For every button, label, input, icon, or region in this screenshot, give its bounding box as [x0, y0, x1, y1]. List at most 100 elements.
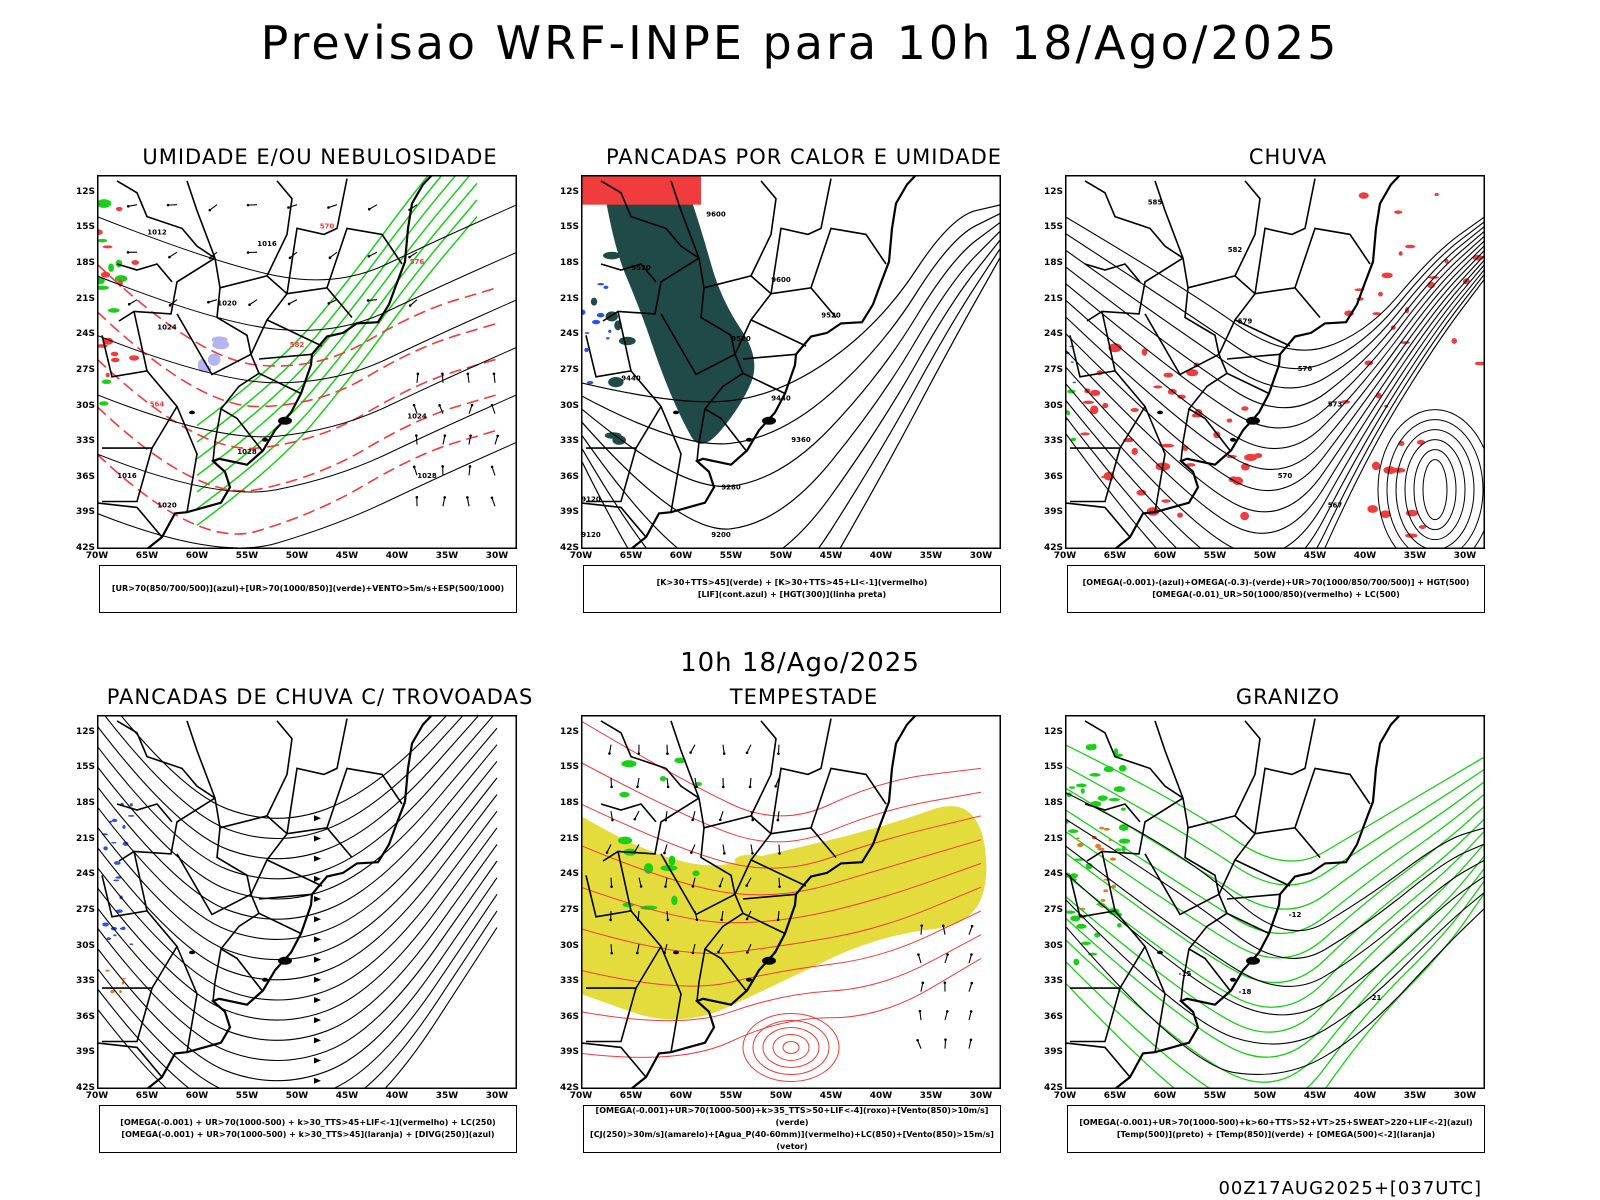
hgt500-contour	[1386, 419, 1484, 549]
wind-vector-head	[470, 403, 474, 407]
temp850-detail	[1089, 773, 1101, 777]
border-line	[102, 447, 153, 503]
lat-tick-label: 15S	[1043, 762, 1063, 773]
humidity-low-area	[97, 238, 108, 243]
wind-vector	[328, 204, 338, 209]
border-line	[1180, 408, 1190, 462]
wind-vector	[722, 744, 725, 754]
wind-vector	[606, 844, 612, 853]
lon-tick-label: 30W	[969, 551, 993, 561]
divergence-area	[113, 861, 121, 865]
lake	[673, 410, 679, 415]
legend-box: [OMEGA(-0.001)+UR>70(1000-500)+k>35_TTS>…	[583, 1105, 1001, 1153]
longitude-axis: 70W 65W 60W 55W 50W 45W 40W 35W 30W	[1054, 1091, 1485, 1103]
wind-vector-head	[970, 924, 974, 928]
rain-area	[1226, 418, 1233, 423]
latitude-axis: 12S 15S 18S 21S 24S 27S 30S 33S 36S 39S 42S	[76, 715, 95, 1093]
wind-vector	[942, 925, 946, 935]
rain-area	[1102, 402, 1109, 409]
wind-vector	[416, 373, 419, 383]
border-line	[176, 313, 252, 376]
border-line	[286, 178, 348, 294]
thunderstorm-area	[122, 977, 126, 980]
lon-tick-label: 40W	[869, 1091, 893, 1101]
rain-area	[1240, 511, 1250, 521]
lon-tick-label: 50W	[285, 1091, 309, 1101]
wind-vector-head	[916, 1038, 919, 1042]
contour-label: 564	[150, 401, 165, 409]
humidity-low-area	[107, 308, 120, 313]
contour-label: 9120	[581, 496, 601, 504]
lon-tick-label: 70W	[1053, 1091, 1077, 1101]
border-line	[1226, 353, 1281, 360]
thickness-dense	[110, 357, 120, 363]
lat-tick-label: 39S	[75, 1047, 95, 1058]
border-line	[1070, 910, 1146, 989]
border-line	[1069, 311, 1116, 378]
panel-title: UMIDADE E/OU NEBULOSIDADE	[142, 145, 498, 169]
lake	[762, 416, 776, 425]
lon-tick-label: 40W	[385, 551, 409, 561]
hgt500-contour	[1065, 249, 1485, 492]
latitude-axis: 12S 15S 18S 21S 24S 27S 30S 33S 36S 39S 42S	[560, 175, 579, 553]
wind-vector-head	[970, 981, 974, 985]
pressure-isobar	[97, 394, 517, 493]
lifted-index-contour	[584, 347, 589, 353]
convective-index-area	[590, 297, 598, 306]
legend-line: [LIF](cont.azul) + [HGT(300)](linha pret…	[697, 590, 887, 599]
lon-tick-label: 50W	[1253, 551, 1277, 561]
divergence-area	[127, 814, 135, 817]
divergence-area	[106, 937, 111, 941]
rain-area-strong	[1070, 437, 1077, 442]
wind-vector	[413, 466, 418, 476]
wind-vector-head	[208, 256, 212, 260]
legend-line: [Temp(500)](preto) + [Temp(850)](verde) …	[1116, 1130, 1436, 1139]
border-line	[1234, 180, 1261, 277]
lon-tick-label: 50W	[769, 551, 793, 561]
border-line	[266, 180, 293, 277]
lifted-index-contour	[608, 329, 612, 333]
wind-vector-head	[777, 752, 780, 755]
border-line	[1084, 180, 1184, 259]
rain-area	[1418, 525, 1427, 530]
lifted-index-contour	[586, 380, 594, 385]
omega500-area	[1097, 847, 1105, 851]
map-canvas: 585 582 579 576 573 570 567	[1065, 175, 1485, 549]
lake	[278, 956, 292, 965]
wind850-area	[692, 870, 700, 877]
lat-tick-label: 24S	[1043, 329, 1063, 340]
wind-vector-head	[408, 255, 411, 259]
panel-umidade: UMIDADE E/OU NEBULOSIDADE 12S 15S 18S 21S 24S…	[76, 145, 560, 645]
pressure-isobar	[97, 299, 517, 384]
divergence-area	[129, 943, 134, 945]
lon-tick-label: 35W	[435, 1091, 459, 1101]
lat-tick-label: 33S	[559, 436, 579, 447]
mid-time-label: 10h 18/Ago/2025	[680, 648, 920, 678]
hgt500-contour	[1065, 258, 1485, 534]
lon-tick-label: 60W	[669, 551, 693, 561]
divergence-area	[111, 841, 117, 844]
map-canvas	[581, 715, 1001, 1089]
thickness-dense	[100, 271, 111, 278]
wind850-area	[671, 895, 678, 906]
legend-box: [OMEGA(-0.001)-(azul)+OMEGA(-0.3)-(verde…	[1067, 565, 1485, 613]
legend-line: [OMEGA(-0.001)+UR>70(1000-500)+k>60+TTS>…	[1079, 1118, 1473, 1127]
lon-tick-label: 50W	[285, 551, 309, 561]
rain-area	[1364, 360, 1374, 366]
streamline	[97, 893, 498, 1089]
contour-label: 1012	[147, 228, 167, 236]
lon-tick-label: 45W	[819, 551, 843, 561]
wind-vector-head	[367, 207, 371, 211]
contour-label: 9440	[621, 374, 641, 382]
rain-area	[1153, 385, 1163, 389]
lat-tick-label: 24S	[75, 869, 95, 880]
wind-vector-head	[490, 496, 494, 500]
border-line	[703, 815, 773, 895]
streamline-arrow	[314, 976, 321, 983]
rain-area	[1474, 361, 1485, 366]
lake	[762, 956, 776, 965]
lon-tick-label: 60W	[1153, 551, 1177, 561]
border-line	[1084, 720, 1184, 799]
legend-box: [K>30+TTS>45](verde) + [K>30+TTS>45+LI<-…	[583, 565, 1001, 613]
lon-tick-label: 35W	[435, 551, 459, 561]
